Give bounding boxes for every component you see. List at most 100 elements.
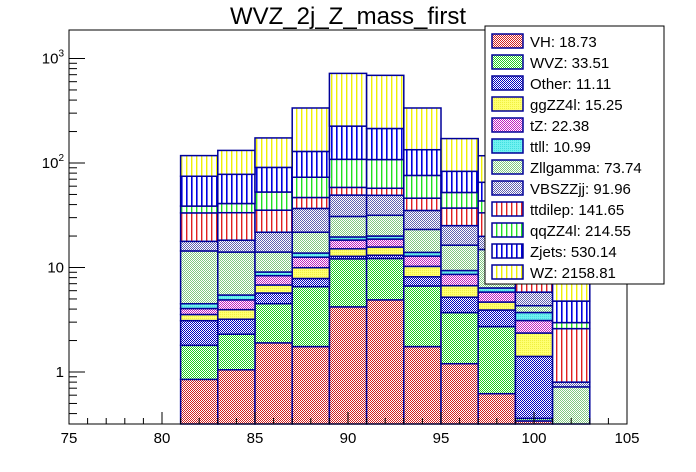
- legend-item-tz: tZ: 22.38: [491, 117, 589, 135]
- bar-zjets-bin-8: [440, 170, 479, 194]
- bar-ttdilep-bin-3: [254, 209, 293, 233]
- legend-item-wvz: WVZ: 33.51: [491, 54, 609, 72]
- bar-ggzz4l-bin-4: [291, 266, 331, 280]
- bar-ggzz4l-bin-3: [254, 284, 293, 294]
- bar-wz-bin-7: [403, 107, 442, 151]
- legend-label: tZ: 22.38: [530, 118, 589, 135]
- legend-swatch: [491, 243, 524, 259]
- bar-wz-bin-5: [328, 72, 368, 127]
- bar-vbszzjj-bin-7: [403, 209, 442, 231]
- y-tick-label: 10: [47, 260, 64, 277]
- bar-wz-bin-4: [291, 107, 331, 153]
- bar-qqzz4l-bin-5: [328, 158, 368, 189]
- series-wvz: [179, 257, 554, 422]
- bar-wvz-bin-6: [365, 257, 405, 301]
- bar-vbszzjj-bin-3: [254, 231, 293, 253]
- legend: VH: 18.73 WVZ: 33.51 Other: 11.11 ggZZ4l: 1…: [484, 25, 665, 285]
- bar-ggzz4l-bin-10: [514, 332, 554, 358]
- bar-vh-bin-2: [217, 369, 256, 425]
- legend-label: ttdilep: 141.65: [530, 202, 624, 219]
- bar-wvz-bin-1: [179, 344, 219, 381]
- y-tick-base: 10: [42, 155, 59, 172]
- bar-zjets-bin-4: [291, 150, 331, 179]
- bar-tz-bin-1: [179, 307, 219, 316]
- bar-zllgamma-bin-7: [403, 228, 442, 254]
- y-tick-base: 10: [42, 51, 59, 68]
- bar-vh-bin-3: [254, 342, 293, 425]
- series-zjets: [179, 125, 591, 324]
- bar-vbszzjj-bin-1: [179, 240, 219, 252]
- bar-zjets-bin-2: [217, 173, 256, 205]
- bar-other-bin-2: [217, 318, 256, 335]
- bar-zllgamma-bin-11: [551, 386, 591, 425]
- bar-tz-bin-2: [217, 299, 256, 311]
- bar-other-bin-1: [179, 319, 219, 347]
- bar-tz-bin-9: [477, 291, 517, 303]
- legend-swatch: [491, 159, 524, 175]
- legend-swatch: [491, 138, 524, 154]
- bar-ggzz4l-bin-1: [179, 313, 219, 322]
- bar-qqzz4l-bin-8: [440, 191, 479, 209]
- bar-qqzz4l-bin-6: [365, 158, 405, 190]
- bar-qqzz4l-bin-11: [551, 321, 591, 330]
- bar-ttdilep-bin-2: [217, 211, 256, 241]
- bar-zllgamma-bin-8: [440, 244, 479, 272]
- bar-zjets-bin-6: [365, 127, 405, 161]
- legend-item-zllgamma: Zllgamma: 73.74: [491, 159, 642, 177]
- bar-ttll-bin-10: [514, 311, 554, 322]
- x-tick-label: 75: [61, 430, 78, 447]
- bar-ggzz4l-bin-6: [365, 246, 405, 256]
- y-tick-exponent: 3: [58, 49, 64, 60]
- legend-item-ttll: ttll: 10.99: [491, 138, 591, 156]
- bar-qqzz4l-bin-1: [179, 205, 219, 214]
- bar-tz-bin-6: [365, 238, 405, 248]
- legend-label: WZ: 2158.81: [530, 265, 616, 282]
- legend-item-ggzz4l: ggZZ4l: 15.25: [491, 96, 623, 114]
- bar-ggzz4l-bin-7: [403, 265, 442, 278]
- legend-label: ggZZ4l: 15.25: [530, 97, 623, 114]
- bar-other-bin-7: [403, 276, 442, 287]
- bar-wvz-bin-2: [217, 333, 256, 371]
- legend-item-ttdilep: ttdilep: 141.65: [491, 201, 624, 219]
- legend-swatch: [491, 201, 524, 217]
- series-other: [179, 254, 554, 420]
- bar-zjets-bin-7: [403, 148, 442, 177]
- bar-wvz-bin-9: [477, 325, 517, 395]
- bar-vbszzjj-bin-5: [328, 194, 368, 218]
- x-tick-label: 85: [247, 430, 264, 447]
- x-tick-label: 80: [154, 430, 171, 447]
- series-zllgamma: [179, 214, 591, 425]
- x-tick-label: 105: [614, 430, 639, 447]
- legend-swatch: [491, 75, 524, 91]
- bar-wz-bin-1: [179, 154, 219, 177]
- bar-wz-bin-8: [440, 137, 479, 173]
- bar-zllgamma-bin-6: [365, 214, 405, 237]
- legend-item-vh: VH: 18.73: [491, 33, 597, 51]
- bar-tz-bin-4: [291, 256, 331, 269]
- y-tick-label: 103: [42, 49, 65, 68]
- x-tick-label: 95: [433, 430, 450, 447]
- bar-vbszzjj-bin-4: [291, 207, 331, 233]
- bar-wz-bin-11: [551, 281, 591, 302]
- bar-zjets-bin-3: [254, 166, 293, 193]
- bar-vbszzjj-bin-10: [514, 291, 554, 307]
- bar-ggzz4l-bin-2: [217, 308, 256, 320]
- legend-swatch: [491, 96, 524, 112]
- bar-zllgamma-bin-5: [328, 215, 368, 238]
- chart-title: WVZ_2j_Z_mass_first: [230, 3, 466, 30]
- bar-vh-bin-7: [403, 345, 442, 425]
- bar-vh-bin-4: [291, 345, 331, 425]
- legend-label: VH: 18.73: [530, 34, 597, 51]
- bar-zllgamma-bin-2: [217, 251, 256, 296]
- legend-item-zjets: Zjets: 530.14: [491, 243, 617, 261]
- bar-vh-bin-1: [179, 378, 219, 425]
- legend-label: qqZZ4l: 214.55: [530, 223, 631, 240]
- bar-wz-bin-6: [365, 74, 405, 130]
- bar-qqzz4l-bin-7: [403, 174, 442, 199]
- bar-ggzz4l-bin-8: [440, 284, 479, 298]
- series-ggzz4l: [179, 246, 554, 358]
- bar-ttdilep-bin-8: [440, 207, 479, 227]
- bar-zjets-bin-5: [328, 125, 368, 161]
- legend-swatch: [491, 180, 524, 196]
- bar-wvz-bin-5: [328, 258, 368, 308]
